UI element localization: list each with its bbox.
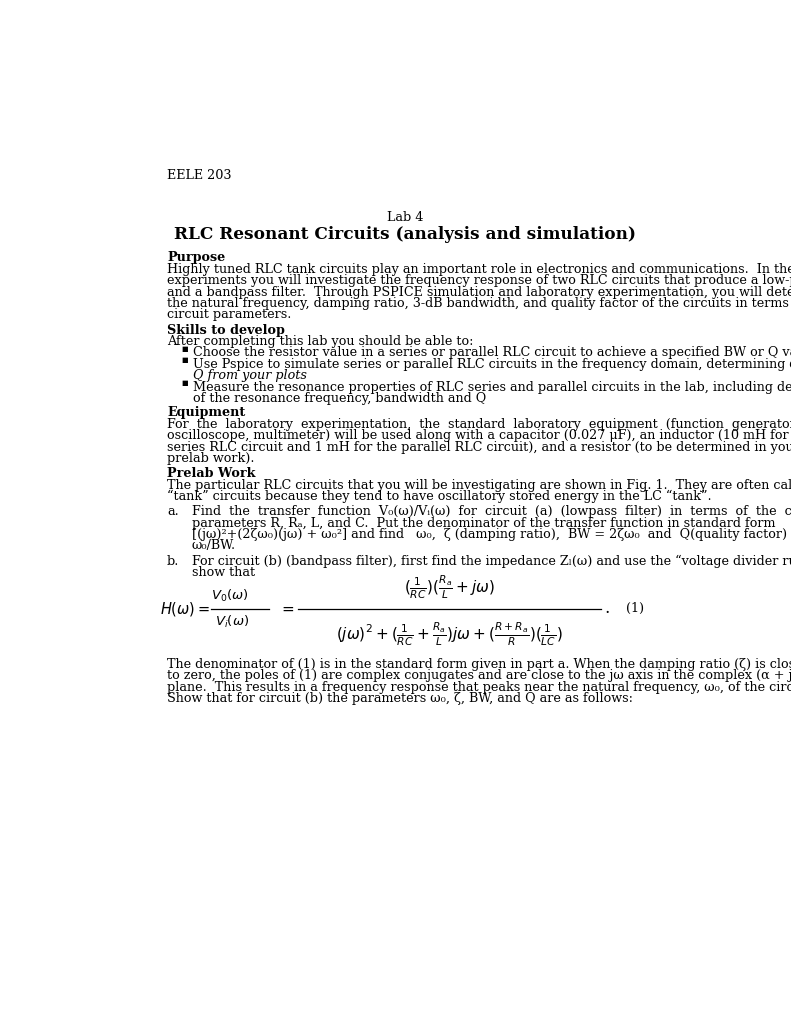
Text: Purpose: Purpose <box>167 251 225 264</box>
Text: Show that for circuit (b) the parameters ω₀, ζ, BW, and Q are as follows:: Show that for circuit (b) the parameters… <box>167 692 633 706</box>
Text: EELE 203: EELE 203 <box>167 169 232 182</box>
Text: The particular RLC circuits that you will be investigating are shown in Fig. 1. : The particular RLC circuits that you wil… <box>167 478 791 492</box>
Text: Measure the resonance properties of RLC series and parallel circuits in the lab,: Measure the resonance properties of RLC … <box>193 381 791 393</box>
Text: parameters R, Rₐ, L, and C.  Put the denominator of the transfer function in sta: parameters R, Rₐ, L, and C. Put the deno… <box>192 517 775 529</box>
Text: show that: show that <box>192 566 255 580</box>
Text: [(jω)²+(2ζω₀)(jω) + ω₀²] and find   ω₀,  ζ (damping ratio),  BW = 2ζω₀  and  Q(q: [(jω)²+(2ζω₀)(jω) + ω₀²] and find ω₀, ζ … <box>192 528 791 541</box>
Text: $V_i(\omega)$: $V_i(\omega)$ <box>215 613 249 630</box>
Text: plane.  This results in a frequency response that peaks near the natural frequen: plane. This results in a frequency respo… <box>167 681 791 693</box>
Text: a.: a. <box>167 505 179 518</box>
Text: Equipment: Equipment <box>167 407 245 420</box>
Text: Lab 4: Lab 4 <box>388 211 423 224</box>
Text: $(j\omega)^2 + (\frac{1}{RC} + \frac{R_a}{L})j\omega + (\frac{R+R_a}{R})(\frac{1: $(j\omega)^2 + (\frac{1}{RC} + \frac{R_a… <box>336 621 563 648</box>
Text: Highly tuned RLC tank circuits play an important role in electronics and communi: Highly tuned RLC tank circuits play an i… <box>167 263 791 275</box>
Text: to zero, the poles of (1) are complex conjugates and are close to the jω axis in: to zero, the poles of (1) are complex co… <box>167 670 791 682</box>
Text: circuit parameters.: circuit parameters. <box>167 308 291 322</box>
Text: experiments you will investigate the frequency response of two RLC circuits that: experiments you will investigate the fre… <box>167 274 791 287</box>
Text: $H(\omega) = $: $H(\omega) = $ <box>160 600 210 617</box>
Text: .: . <box>604 600 609 617</box>
Text: Prelab Work: Prelab Work <box>167 467 255 480</box>
Text: After completing this lab you should be able to:: After completing this lab you should be … <box>167 335 474 348</box>
Text: oscilloscope, multimeter) will be used along with a capacitor (0.027 μF), an ind: oscilloscope, multimeter) will be used a… <box>167 429 791 442</box>
Text: ω₀/BW.: ω₀/BW. <box>192 540 236 553</box>
Text: of the resonance frequency, bandwidth and Q: of the resonance frequency, bandwidth an… <box>193 392 486 404</box>
Text: ■: ■ <box>181 356 187 365</box>
Text: (1): (1) <box>626 602 644 615</box>
Text: The denominator of (1) is in the standard form given in part a. When the damping: The denominator of (1) is in the standar… <box>167 657 791 671</box>
Text: For  the  laboratory  experimentation,  the  standard  laboratory  equipment  (f: For the laboratory experimentation, the … <box>167 418 791 431</box>
Text: RLC Resonant Circuits (analysis and simulation): RLC Resonant Circuits (analysis and simu… <box>174 226 637 244</box>
Text: For circuit (b) (bandpass filter), first find the impedance Zₗ(ω) and use the “v: For circuit (b) (bandpass filter), first… <box>192 555 791 568</box>
Text: prelab work).: prelab work). <box>167 452 255 465</box>
Text: Choose the resistor value in a series or parallel RLC circuit to achieve a speci: Choose the resistor value in a series or… <box>193 346 791 359</box>
Text: ■: ■ <box>181 345 187 353</box>
Text: Q from your plots: Q from your plots <box>193 369 307 382</box>
Text: “tank” circuits because they tend to have oscillatory stored energy in the LC “t: “tank” circuits because they tend to hav… <box>167 490 712 503</box>
Text: the natural frequency, damping ratio, 3-dB bandwidth, and quality factor of the : the natural frequency, damping ratio, 3-… <box>167 297 791 310</box>
Text: Use Pspice to simulate series or parallel RLC circuits in the frequency domain, : Use Pspice to simulate series or paralle… <box>193 357 791 371</box>
Text: ■: ■ <box>181 379 187 387</box>
Text: Skills to develop: Skills to develop <box>167 324 285 337</box>
Text: $V_0(\omega)$: $V_0(\omega)$ <box>211 588 249 604</box>
Text: series RLC circuit and 1 mH for the parallel RLC circuit), and a resistor (to be: series RLC circuit and 1 mH for the para… <box>167 440 791 454</box>
Text: b.: b. <box>167 555 180 567</box>
Text: $(\frac{1}{RC})(\frac{R_a}{L} + j\omega)$: $(\frac{1}{RC})(\frac{R_a}{L} + j\omega)… <box>404 573 495 601</box>
Text: Find  the  transfer  function  V₀(ω)/Vᵢ(ω)  for  circuit  (a)  (lowpass  filter): Find the transfer function V₀(ω)/Vᵢ(ω) f… <box>192 505 791 518</box>
Text: $=$: $=$ <box>278 602 295 615</box>
Text: and a bandpass filter.  Through PSPICE simulation and laboratory experimentation: and a bandpass filter. Through PSPICE si… <box>167 286 791 299</box>
